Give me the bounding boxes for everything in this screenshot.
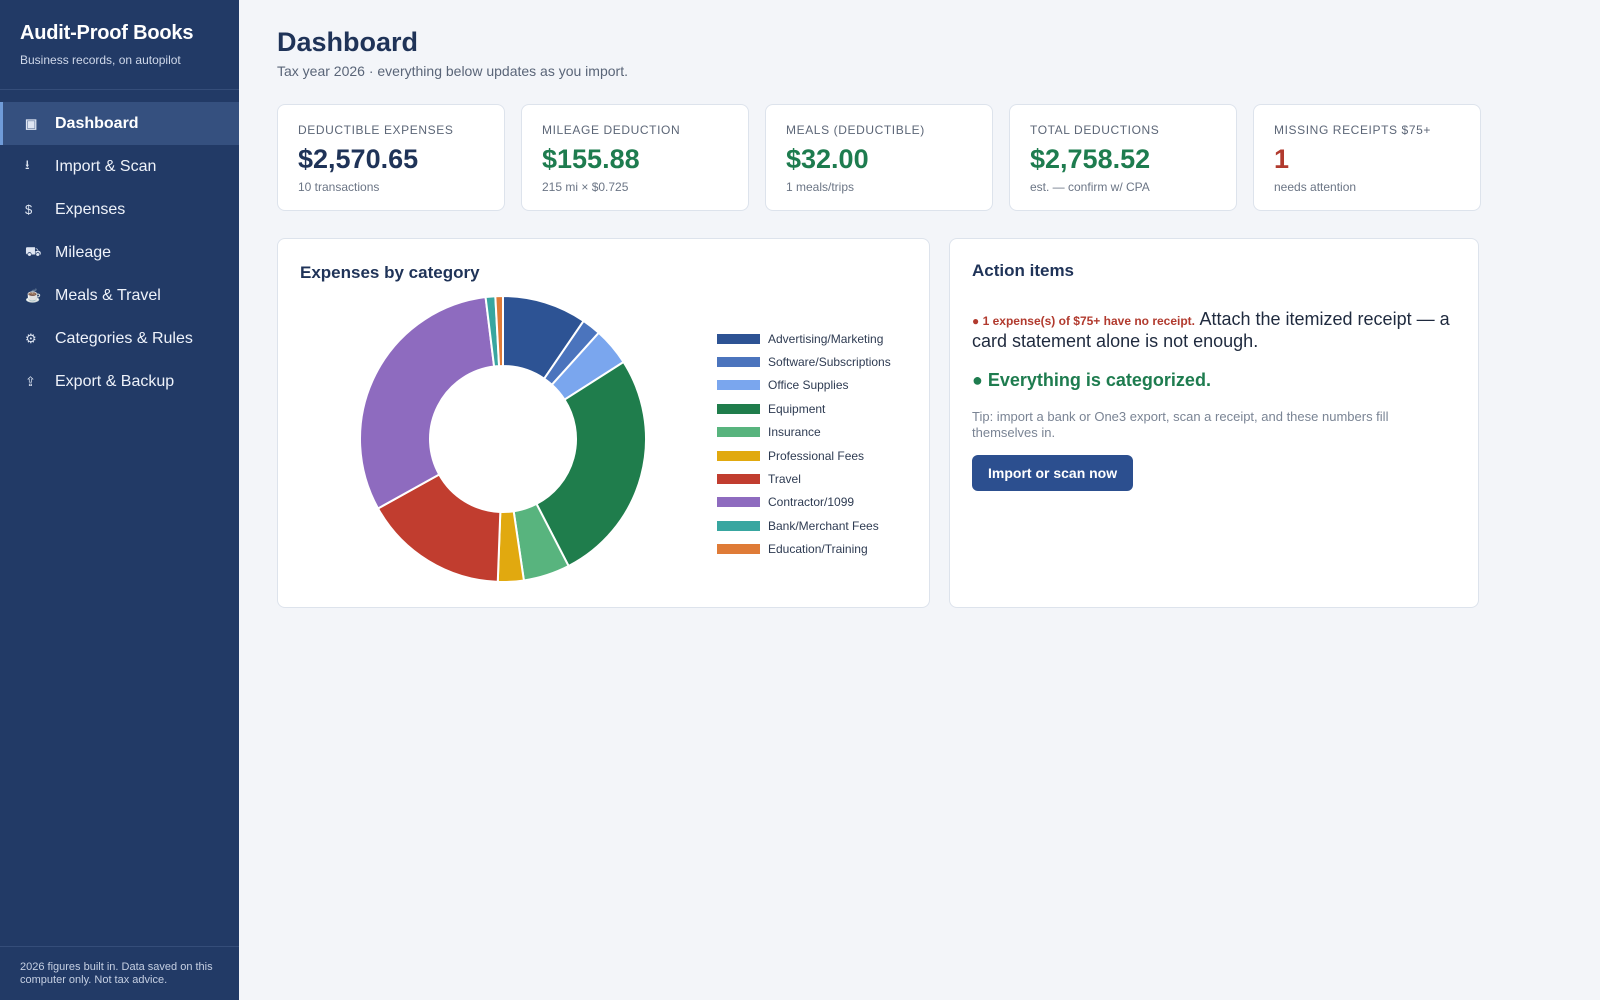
stat-note: needs attention xyxy=(1274,180,1357,194)
sidebar-item-label: Categories & Rules xyxy=(55,329,193,347)
sidebar-item-import-scan[interactable]: ⭳ Import & Scan xyxy=(0,145,239,188)
action-items-panel: Action items ● 1 expense(s) of $75+ have… xyxy=(949,238,1479,608)
legend-label: Contractor/1099 xyxy=(768,495,855,510)
legend-label: Travel xyxy=(768,472,801,487)
dashboard-icon: ▣ xyxy=(25,115,38,131)
legend-label: Office Supplies xyxy=(768,378,849,393)
chart-legend: Advertising/Marketing Software/Subscripti… xyxy=(717,327,891,561)
sidebar-item-export-backup[interactable]: ⇪ Export & Backup xyxy=(0,360,239,403)
legend-item-contractor-1099[interactable]: Contractor/1099 xyxy=(717,491,891,514)
stat-label: Meals (deductible) xyxy=(786,123,925,137)
sidebar-item-label: Expenses xyxy=(55,200,126,218)
legend-item-insurance[interactable]: Insurance xyxy=(717,421,891,444)
sidebar-item-categories-rules[interactable]: ⚙ Categories & Rules xyxy=(0,317,239,360)
gear-icon: ⚙ xyxy=(25,330,37,346)
legend-swatch xyxy=(717,427,760,438)
stat-card-meals: Meals (deductible) $32.00 1 meals/trips xyxy=(765,104,993,211)
upload-icon: ⇪ xyxy=(25,373,36,389)
stat-card-mileage-deduction: Mileage deduction $155.88 215 mi × $0.72… xyxy=(521,104,749,211)
sidebar-item-label: Export & Backup xyxy=(55,372,175,390)
expenses-chart-panel: Expenses by category Advertising/Marketi… xyxy=(277,238,930,608)
sidebar-item-expenses[interactable]: $ Expenses xyxy=(0,188,239,231)
sidebar-item-mileage[interactable]: ⛟ Mileage xyxy=(0,231,239,274)
legend-label: Bank/Merchant Fees xyxy=(768,518,879,533)
truck-icon: ⛟ xyxy=(25,243,42,259)
warning-text: Attach the itemized receipt — a card sta… xyxy=(972,309,1450,351)
sidebar-nav: ▣ Dashboard ⭳ Import & Scan $ Expenses ⛟… xyxy=(0,102,239,403)
legend-item-travel[interactable]: Travel xyxy=(717,467,891,490)
donut-slice-education-training[interactable] xyxy=(494,294,504,368)
legend-swatch xyxy=(717,474,760,485)
legend-label: Education/Training xyxy=(768,542,868,557)
legend-swatch xyxy=(717,380,760,391)
summary-cards: Deductible expenses $2,570.65 10 transac… xyxy=(277,104,1481,211)
import-or-scan-button[interactable]: Import or scan now xyxy=(972,455,1134,491)
legend-item-education-training[interactable]: Education/Training xyxy=(717,538,891,561)
chart-title: Expenses by category xyxy=(300,263,480,282)
legend-item-advertising-marketing[interactable]: Advertising/Marketing xyxy=(717,327,891,350)
stat-note: 10 transactions xyxy=(298,180,380,194)
legend-item-software-subscriptions[interactable]: Software/Subscriptions xyxy=(717,350,891,373)
legend-swatch xyxy=(717,333,760,344)
stat-card-missing-receipts[interactable]: Missing receipts $75+ 1 needs attention xyxy=(1253,104,1481,211)
donut-slice-contractor-1099[interactable] xyxy=(359,295,496,510)
page-title: Dashboard xyxy=(277,27,419,57)
app-tagline: Business records, on autopilot xyxy=(20,53,181,67)
page-subtitle: Tax year 2026 · everything below updates… xyxy=(277,63,628,79)
action-items-title: Action items xyxy=(972,261,1075,280)
sidebar-item-label: Dashboard xyxy=(55,114,139,132)
sidebar-item-label: Import & Scan xyxy=(55,157,157,175)
stat-value: $155.88 xyxy=(542,144,640,174)
legend-label: Advertising/Marketing xyxy=(768,331,884,346)
warning-lead: ● 1 expense(s) of $75+ have no receipt. xyxy=(972,314,1196,328)
legend-label: Software/Subscriptions xyxy=(768,355,891,370)
stat-note: 215 mi × $0.725 xyxy=(542,180,629,194)
stat-value: $32.00 xyxy=(786,144,869,174)
sidebar-item-label: Meals & Travel xyxy=(55,286,161,304)
stat-label: Total deductions xyxy=(1030,123,1160,137)
sidebar-item-dashboard[interactable]: ▣ Dashboard xyxy=(0,102,239,145)
stat-note: est. — confirm w/ CPA xyxy=(1030,180,1150,194)
legend-swatch xyxy=(717,357,760,368)
legend-item-office-supplies[interactable]: Office Supplies xyxy=(717,374,891,397)
stat-card-deductible-expenses: Deductible expenses $2,570.65 10 transac… xyxy=(277,104,505,211)
stat-label: Deductible expenses xyxy=(298,123,454,137)
stat-label: Mileage deduction xyxy=(542,123,681,137)
legend-swatch xyxy=(717,450,760,461)
app-title: Audit-Proof Books xyxy=(20,22,194,44)
donut-chart xyxy=(359,294,647,583)
stat-note: 1 meals/trips xyxy=(786,180,855,194)
coffee-icon: ☕ xyxy=(25,287,42,303)
legend-swatch xyxy=(717,520,760,531)
legend-label: Professional Fees xyxy=(768,448,865,463)
donut-slice-equipment[interactable] xyxy=(535,360,647,568)
stat-value: $2,570.65 xyxy=(298,144,419,174)
legend-swatch xyxy=(717,403,760,414)
download-icon: ⭳ xyxy=(25,156,30,172)
legend-swatch xyxy=(717,544,760,555)
legend-swatch xyxy=(717,497,760,508)
legend-label: Equipment xyxy=(768,401,826,416)
legend-item-professional-fees[interactable]: Professional Fees xyxy=(717,444,891,467)
sidebar-footer-note: 2026 figures built in. Data saved on thi… xyxy=(0,946,239,1000)
stat-card-total-deductions: Total deductions $2,758.52 est. — confir… xyxy=(1009,104,1237,211)
missing-receipt-warning: ● 1 expense(s) of $75+ have no receipt. … xyxy=(972,309,1456,353)
legend-label: Insurance xyxy=(768,425,821,440)
sidebar-item-meals-travel[interactable]: ☕ Meals & Travel xyxy=(0,274,239,317)
sidebar: Audit-Proof Books Business records, on a… xyxy=(0,0,239,1000)
tip-text: Tip: import a bank or One3 export, scan … xyxy=(972,409,1389,440)
categorized-status: ● Everything is categorized. xyxy=(972,370,1211,390)
stat-label: Missing receipts $75+ xyxy=(1274,123,1431,137)
stat-value: $2,758.52 xyxy=(1030,144,1151,174)
main-content: Dashboard Tax year 2026 · everything bel… xyxy=(277,0,1481,608)
dollar-icon: $ xyxy=(25,202,33,217)
legend-item-equipment[interactable]: Equipment xyxy=(717,397,891,420)
brand: Audit-Proof Books Business records, on a… xyxy=(0,0,239,90)
legend-item-bank-merchant-fees[interactable]: Bank/Merchant Fees xyxy=(717,514,891,537)
stat-value: 1 xyxy=(1274,144,1290,174)
sidebar-item-label: Mileage xyxy=(55,243,112,261)
